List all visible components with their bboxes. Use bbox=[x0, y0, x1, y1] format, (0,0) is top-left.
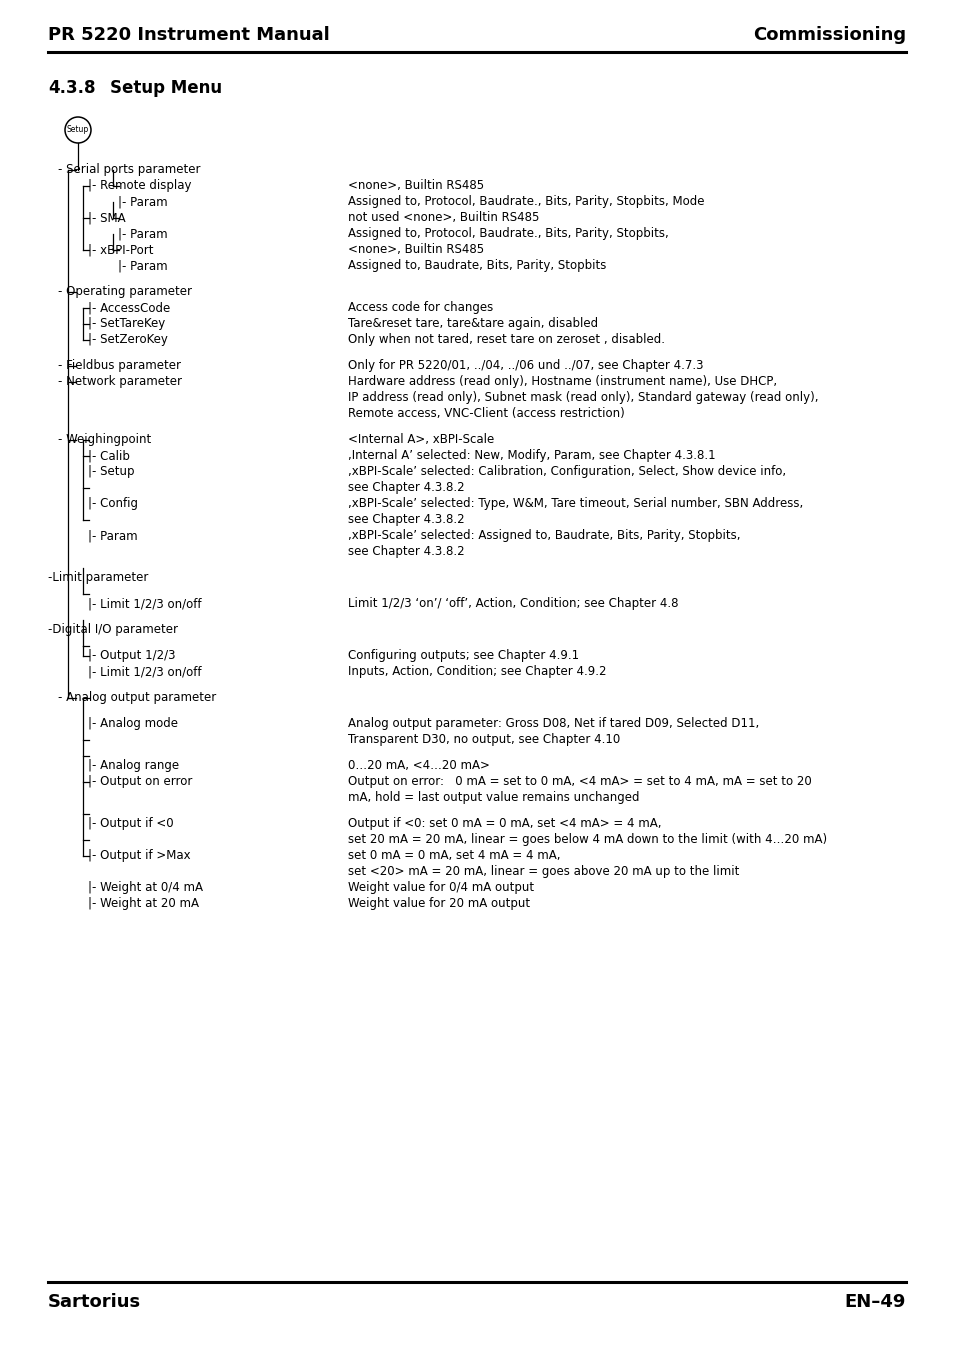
Text: Hardware address (read only), Hostname (instrument name), Use DHCP,: Hardware address (read only), Hostname (… bbox=[348, 375, 777, 389]
Text: set 20 mA = 20 mA, linear = goes below 4 mA down to the limit (with 4…20 mA): set 20 mA = 20 mA, linear = goes below 4… bbox=[348, 833, 826, 846]
Text: ,xBPI-Scale’ selected: Assigned to, Baudrate, Bits, Parity, Stopbits,: ,xBPI-Scale’ selected: Assigned to, Baud… bbox=[348, 529, 740, 543]
Text: |- Param: |- Param bbox=[88, 529, 137, 543]
Text: see Chapter 4.3.8.2: see Chapter 4.3.8.2 bbox=[348, 545, 464, 559]
Text: - Operating parameter: - Operating parameter bbox=[58, 285, 192, 298]
Text: IP address (read only), Subnet mask (read only), Standard gateway (read only),: IP address (read only), Subnet mask (rea… bbox=[348, 392, 818, 405]
Text: - Analog output parameter: - Analog output parameter bbox=[58, 691, 216, 705]
Text: |- Analog range: |- Analog range bbox=[88, 760, 179, 772]
Text: |- Param: |- Param bbox=[118, 196, 168, 208]
Text: |- Setup: |- Setup bbox=[88, 466, 134, 478]
Text: -Digital I/O parameter: -Digital I/O parameter bbox=[48, 624, 178, 636]
Text: <Internal A>, xBPI-Scale: <Internal A>, xBPI-Scale bbox=[348, 433, 494, 447]
Text: not used <none>, Builtin RS485: not used <none>, Builtin RS485 bbox=[348, 212, 538, 224]
Text: Configuring outputs; see Chapter 4.9.1: Configuring outputs; see Chapter 4.9.1 bbox=[348, 649, 578, 663]
Text: ,xBPI-Scale’ selected: Type, W&M, Tare timeout, Serial number, SBN Address,: ,xBPI-Scale’ selected: Type, W&M, Tare t… bbox=[348, 498, 802, 510]
Text: |- SMA: |- SMA bbox=[88, 212, 126, 224]
Text: Only when not tared, reset tare on zeroset , disabled.: Only when not tared, reset tare on zeros… bbox=[348, 333, 664, 347]
Text: |- Analog mode: |- Analog mode bbox=[88, 717, 178, 730]
Text: |- Output on error: |- Output on error bbox=[88, 775, 193, 788]
Text: Assigned to, Protocol, Baudrate., Bits, Parity, Stopbits, Mode: Assigned to, Protocol, Baudrate., Bits, … bbox=[348, 196, 703, 208]
Text: PR 5220 Instrument Manual: PR 5220 Instrument Manual bbox=[48, 26, 330, 45]
Text: set <20> mA = 20 mA, linear = goes above 20 mA up to the limit: set <20> mA = 20 mA, linear = goes above… bbox=[348, 865, 739, 879]
Text: 4.3.8: 4.3.8 bbox=[48, 80, 95, 97]
Text: |- Limit 1/2/3 on/off: |- Limit 1/2/3 on/off bbox=[88, 666, 201, 679]
Text: |- Param: |- Param bbox=[118, 228, 168, 240]
Text: see Chapter 4.3.8.2: see Chapter 4.3.8.2 bbox=[348, 513, 464, 526]
Text: Assigned to, Baudrate, Bits, Parity, Stopbits: Assigned to, Baudrate, Bits, Parity, Sto… bbox=[348, 259, 606, 273]
Text: |- Output 1/2/3: |- Output 1/2/3 bbox=[88, 649, 175, 663]
Text: see Chapter 4.3.8.2: see Chapter 4.3.8.2 bbox=[348, 482, 464, 494]
Text: ,Internal A’ selected: New, Modify, Param, see Chapter 4.3.8.1: ,Internal A’ selected: New, Modify, Para… bbox=[348, 450, 715, 463]
Text: Transparent D30, no output, see Chapter 4.10: Transparent D30, no output, see Chapter … bbox=[348, 733, 619, 747]
Text: |- Limit 1/2/3 on/off: |- Limit 1/2/3 on/off bbox=[88, 598, 201, 610]
Text: Commissioning: Commissioning bbox=[752, 26, 905, 45]
Text: Inputs, Action, Condition; see Chapter 4.9.2: Inputs, Action, Condition; see Chapter 4… bbox=[348, 666, 606, 679]
Text: Access code for changes: Access code for changes bbox=[348, 301, 493, 315]
Text: Tare&reset tare, tare&tare again, disabled: Tare&reset tare, tare&tare again, disabl… bbox=[348, 317, 598, 331]
Text: 0…20 mA, <4…20 mA>: 0…20 mA, <4…20 mA> bbox=[348, 760, 489, 772]
Text: |- Weight at 20 mA: |- Weight at 20 mA bbox=[88, 898, 199, 910]
Text: Weight value for 20 mA output: Weight value for 20 mA output bbox=[348, 898, 530, 910]
Text: Setup Menu: Setup Menu bbox=[110, 80, 222, 97]
Text: - Fieldbus parameter: - Fieldbus parameter bbox=[58, 359, 181, 373]
Text: Weight value for 0/4 mA output: Weight value for 0/4 mA output bbox=[348, 882, 534, 895]
Text: Limit 1/2/3 ‘on’/ ‘off’, Action, Condition; see Chapter 4.8: Limit 1/2/3 ‘on’/ ‘off’, Action, Conditi… bbox=[348, 598, 678, 610]
Text: |- Remote display: |- Remote display bbox=[88, 180, 192, 193]
Text: |- AccessCode: |- AccessCode bbox=[88, 301, 170, 315]
Text: |- Output if >Max: |- Output if >Max bbox=[88, 849, 191, 863]
Text: |- Output if <0: |- Output if <0 bbox=[88, 818, 173, 830]
Text: Sartorius: Sartorius bbox=[48, 1293, 141, 1311]
Text: - Weighingpoint: - Weighingpoint bbox=[58, 433, 152, 447]
Text: ,xBPI-Scale’ selected: Calibration, Configuration, Select, Show device info,: ,xBPI-Scale’ selected: Calibration, Conf… bbox=[348, 466, 785, 478]
Text: <none>, Builtin RS485: <none>, Builtin RS485 bbox=[348, 180, 483, 193]
Text: |- Config: |- Config bbox=[88, 498, 138, 510]
Text: - Network parameter: - Network parameter bbox=[58, 375, 182, 389]
Text: Setup: Setup bbox=[67, 126, 89, 135]
Text: Analog output parameter: Gross D08, Net if tared D09, Selected D11,: Analog output parameter: Gross D08, Net … bbox=[348, 717, 759, 730]
Text: Assigned to, Protocol, Baudrate., Bits, Parity, Stopbits,: Assigned to, Protocol, Baudrate., Bits, … bbox=[348, 228, 668, 240]
Text: |- Param: |- Param bbox=[118, 259, 168, 273]
Text: Only for PR 5220/01, ../04, ../06 und ../07, see Chapter 4.7.3: Only for PR 5220/01, ../04, ../06 und ..… bbox=[348, 359, 702, 373]
Text: -Limit parameter: -Limit parameter bbox=[48, 571, 149, 585]
Text: - Serial ports parameter: - Serial ports parameter bbox=[58, 163, 200, 177]
Text: Output if <0: set 0 mA = 0 mA, set <4 mA> = 4 mA,: Output if <0: set 0 mA = 0 mA, set <4 mA… bbox=[348, 818, 660, 830]
Text: <none>, Builtin RS485: <none>, Builtin RS485 bbox=[348, 243, 483, 256]
Text: |- xBPI-Port: |- xBPI-Port bbox=[88, 243, 153, 256]
Text: set 0 mA = 0 mA, set 4 mA = 4 mA,: set 0 mA = 0 mA, set 4 mA = 4 mA, bbox=[348, 849, 560, 863]
Text: EN–49: EN–49 bbox=[843, 1293, 905, 1311]
Text: Remote access, VNC-Client (access restriction): Remote access, VNC-Client (access restri… bbox=[348, 408, 624, 420]
Text: mA, hold = last output value remains unchanged: mA, hold = last output value remains unc… bbox=[348, 791, 639, 805]
Text: |- Weight at 0/4 mA: |- Weight at 0/4 mA bbox=[88, 882, 203, 895]
Text: |- SetTareKey: |- SetTareKey bbox=[88, 317, 165, 331]
Text: |- SetZeroKey: |- SetZeroKey bbox=[88, 333, 168, 347]
Text: |- Calib: |- Calib bbox=[88, 450, 130, 463]
Text: Output on error:   0 mA = set to 0 mA, <4 mA> = set to 4 mA, mA = set to 20: Output on error: 0 mA = set to 0 mA, <4 … bbox=[348, 775, 811, 788]
